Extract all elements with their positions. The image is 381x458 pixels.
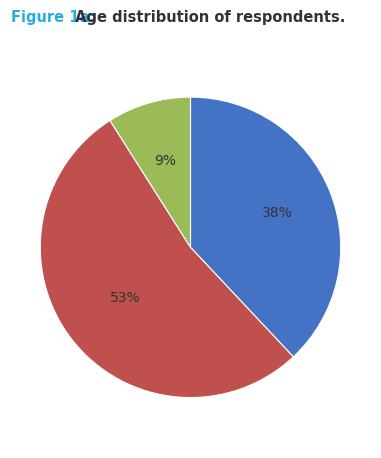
Text: 9%: 9% <box>154 154 176 168</box>
Wedge shape <box>190 97 341 357</box>
Wedge shape <box>40 120 293 398</box>
Legend: 20-29, 30-39, >40: 20-29, 30-39, >40 <box>102 0 279 1</box>
Text: Age distribution of respondents.: Age distribution of respondents. <box>70 10 346 25</box>
Text: 38%: 38% <box>262 206 293 220</box>
Text: 53%: 53% <box>110 291 141 305</box>
Text: Figure 1a:: Figure 1a: <box>11 10 96 25</box>
Wedge shape <box>110 97 190 247</box>
